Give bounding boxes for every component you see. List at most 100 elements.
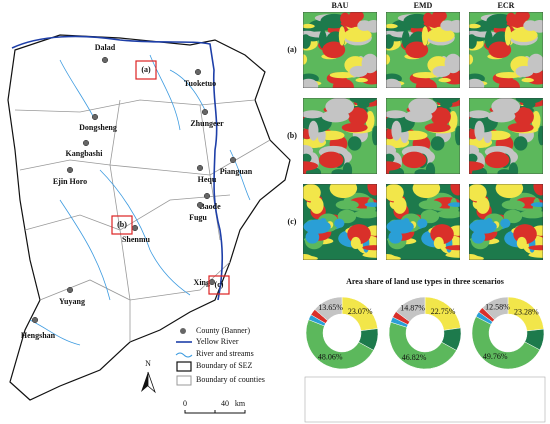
land-use-patch <box>362 245 377 251</box>
study-area-map <box>7 34 291 401</box>
map-legend-label: County (Banner) <box>196 326 250 335</box>
county-label: Pianguan <box>220 167 253 176</box>
row-label: (b) <box>287 131 297 140</box>
legend-county-boundary-icon <box>176 375 192 386</box>
land-use-patch <box>318 151 344 169</box>
land-use-patch <box>421 26 429 46</box>
county-label: Tuoketuo <box>184 79 216 88</box>
legend-stream-icon <box>175 352 193 358</box>
land-use-patch <box>303 34 311 49</box>
land-use-patch <box>528 245 543 251</box>
land-use-map <box>303 184 377 260</box>
county-dot <box>194 68 202 76</box>
land-use-patch <box>329 184 358 199</box>
land-use-patch <box>445 245 460 251</box>
land-use-patch <box>469 161 485 171</box>
county-label: Dongsheng <box>79 123 117 132</box>
land-use-patch <box>469 23 481 29</box>
map-legend-label: Boundary of counties <box>196 375 265 384</box>
donut-value-label: 48.06% <box>318 353 343 362</box>
county-label: Hequ <box>198 175 217 184</box>
land-use-patch <box>469 54 474 65</box>
county-dot <box>196 164 204 172</box>
land-use-patch <box>365 110 375 130</box>
county-dot <box>203 192 211 200</box>
county-dot <box>101 56 109 64</box>
land-use-patch <box>450 184 460 196</box>
land-use-patch <box>433 236 444 250</box>
land-use-map <box>469 12 543 88</box>
land-use-patch <box>358 99 369 104</box>
land-use-patch <box>474 120 485 141</box>
county-label: Hengshan <box>21 331 56 340</box>
donut-value-label: 14.87% <box>400 303 425 312</box>
map-legend <box>175 328 193 386</box>
row-label: (a) <box>287 45 297 54</box>
county-dot <box>201 108 209 116</box>
land-use-patch <box>418 200 442 210</box>
land-use-patch <box>423 12 434 25</box>
land-use-patch <box>532 197 541 218</box>
county-label: Ejin Horo <box>53 177 87 186</box>
land-use-patch <box>484 151 510 169</box>
donut-value-label: 23.07% <box>348 307 373 316</box>
land-use-patch <box>305 230 320 244</box>
land-use-patch <box>538 125 543 146</box>
land-use-patch <box>488 41 512 59</box>
donut-segment <box>388 321 457 370</box>
county-label: Zhungeer <box>190 119 224 128</box>
land-use-patch <box>495 184 524 199</box>
land-use-patch <box>325 98 355 116</box>
land-use-patch <box>471 230 486 244</box>
land-use-patch <box>338 26 346 46</box>
donut-title: Area share of land use types in three sc… <box>346 277 504 286</box>
land-use-patch <box>438 77 451 83</box>
land-use-patch <box>386 161 402 171</box>
county-label: Shenmu <box>122 235 151 244</box>
county-dot <box>66 286 74 294</box>
land-use-patch <box>303 255 318 260</box>
land-use-patch <box>391 120 402 141</box>
land-use-patch <box>507 122 534 133</box>
land-use-map <box>303 98 377 174</box>
land-use-map <box>303 12 377 88</box>
scale-unit: km <box>235 399 246 408</box>
land-use-patch <box>329 71 356 79</box>
land-use-patch <box>386 34 394 49</box>
zoom-marker-label: (b) <box>117 220 127 229</box>
zoom-marker-box <box>208 275 230 295</box>
land-use-patch <box>303 110 324 119</box>
county-label: Yuyang <box>59 297 85 306</box>
land-use-patch <box>523 20 538 31</box>
county-dot <box>131 224 139 232</box>
county-dot <box>31 316 39 324</box>
land-use-patch <box>491 98 521 116</box>
land-use-patch <box>447 202 460 208</box>
land-use-patch <box>495 71 522 79</box>
zoom-marker-box <box>111 215 133 235</box>
land-use-map <box>386 98 460 174</box>
donut-value-label: 12.58% <box>485 302 510 311</box>
county-label: Fugu <box>189 213 207 222</box>
land-use-patch <box>386 153 395 164</box>
land-use-map <box>386 184 460 260</box>
legend-county-icon <box>180 328 186 334</box>
land-use-patch <box>408 98 438 116</box>
land-use-patch <box>516 236 527 250</box>
land-use-patch <box>388 230 403 244</box>
county-label: Baode <box>199 202 221 211</box>
scenario-header: EMD <box>414 1 433 10</box>
land-use-patch <box>501 200 525 210</box>
land-use-patch <box>469 255 484 260</box>
land-use-patch <box>355 77 368 83</box>
zoom-marker-label: (c) <box>215 280 224 289</box>
land-use-patch <box>331 169 346 174</box>
land-use-patch <box>353 209 377 219</box>
land-use-patch <box>469 219 497 234</box>
land-use-patch <box>357 20 372 31</box>
land-use-patch <box>367 184 377 196</box>
land-use-patch <box>441 99 452 104</box>
land-use-patch <box>424 122 451 133</box>
land-use-patch <box>436 209 460 219</box>
row-label: (c) <box>288 217 297 226</box>
